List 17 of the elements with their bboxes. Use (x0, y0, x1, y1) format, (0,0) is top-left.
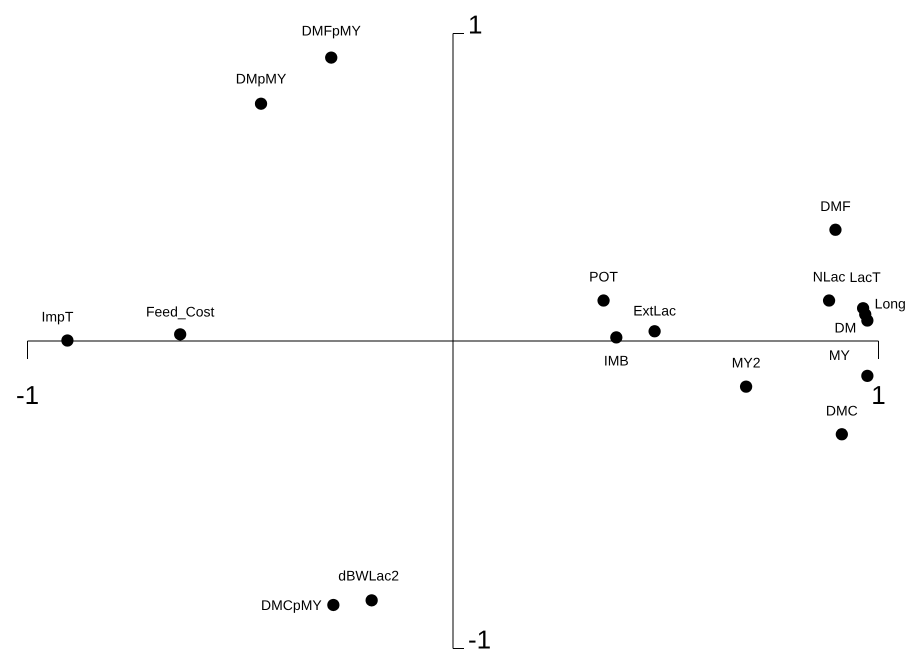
annotation: LacT (850, 269, 882, 286)
annotation: Long (874, 295, 906, 312)
annotation: MY (828, 346, 851, 363)
annotation: DM (834, 320, 856, 336)
annotation: POT (589, 268, 618, 285)
annotation: DMpMY (236, 70, 287, 87)
annotation: DMFpMY (302, 22, 362, 39)
annotation: Feed_Cost (146, 303, 215, 320)
annotation: IMB (604, 352, 629, 368)
annotation: MY2 (732, 354, 761, 371)
annotation: ExtLac (633, 302, 676, 318)
annotation: NLac (812, 268, 846, 285)
annotation: dBWLac2 (338, 567, 400, 584)
annotation: DMF (820, 198, 851, 214)
annotation: DMCpMY (261, 596, 322, 613)
annotation: DMC (826, 402, 858, 418)
annotation: ImpT (41, 308, 74, 324)
